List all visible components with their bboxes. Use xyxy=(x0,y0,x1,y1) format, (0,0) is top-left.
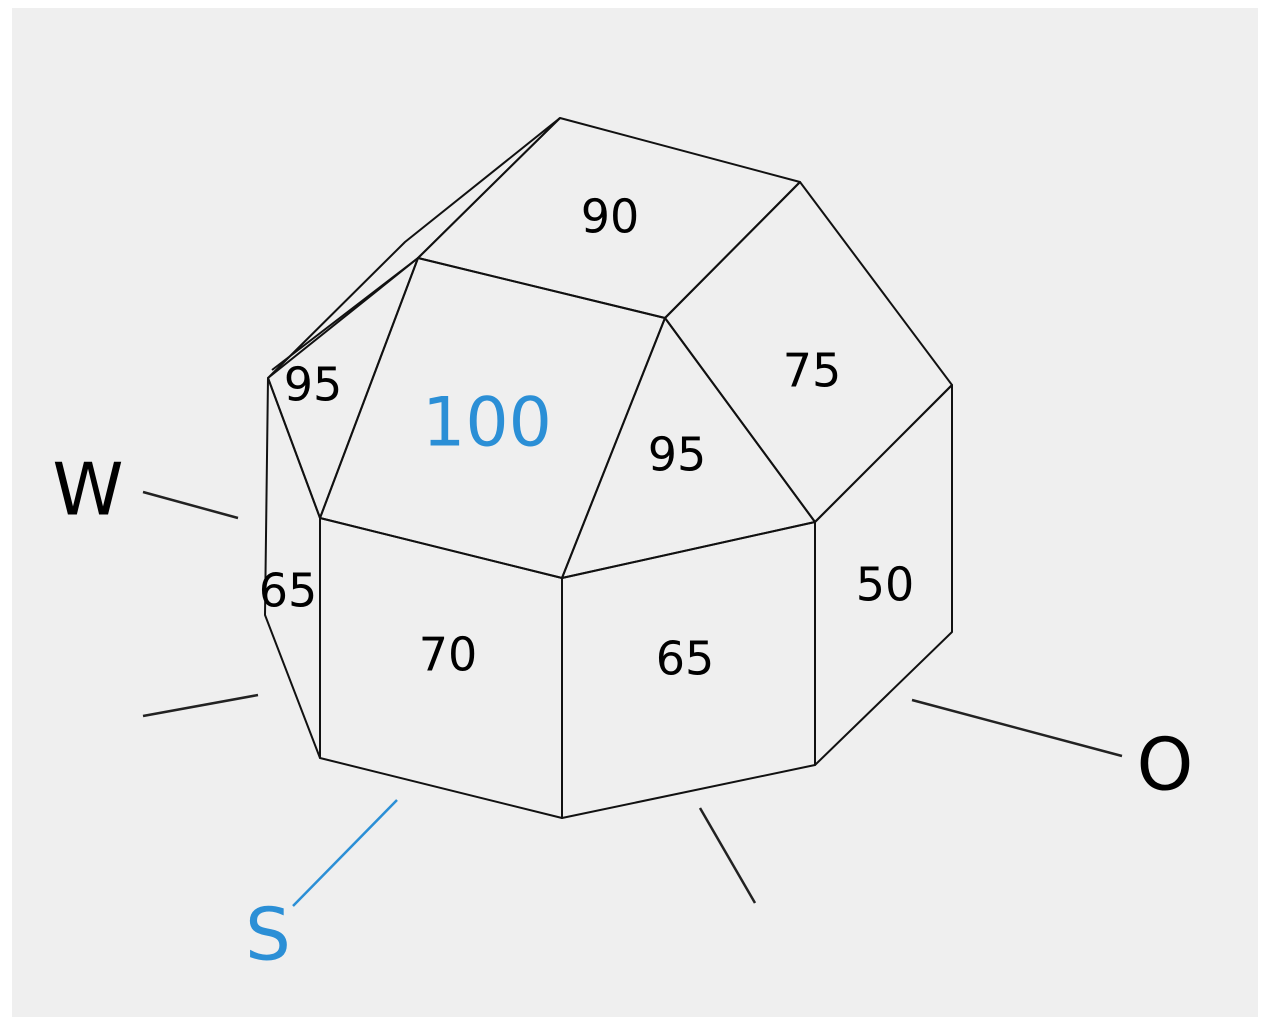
panel xyxy=(12,8,1258,1017)
roof-edges xyxy=(264,117,953,819)
face-label: 75 xyxy=(783,344,842,398)
face-label: 70 xyxy=(419,628,478,682)
compass-tick xyxy=(911,698,1123,758)
compass-tick xyxy=(142,693,259,718)
direction-label: W xyxy=(52,448,123,532)
face-label: 95 xyxy=(648,428,707,482)
face xyxy=(814,384,953,766)
direction-label: O xyxy=(1137,723,1194,807)
face-label: 90 xyxy=(581,190,640,244)
direction-label: S xyxy=(245,893,291,977)
face-label: 65 xyxy=(656,632,715,686)
face-label: 50 xyxy=(856,558,915,612)
labels: 90 75 95 100 95 65 70 65 50 W S O xyxy=(52,190,1193,977)
compass-ticks xyxy=(142,490,1123,907)
compass-tick xyxy=(142,490,239,520)
face-label: 100 xyxy=(422,384,552,463)
edge xyxy=(267,117,561,379)
compass-tick xyxy=(698,807,757,904)
compass-tick xyxy=(292,799,398,907)
face-label: 65 xyxy=(259,564,318,618)
face-label: 95 xyxy=(284,358,343,412)
